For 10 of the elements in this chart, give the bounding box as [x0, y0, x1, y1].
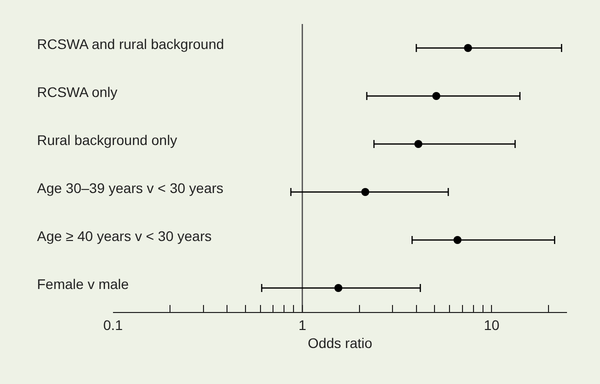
x-tick-label: 10: [484, 316, 500, 333]
y-tick-label: RCSWA only: [37, 84, 118, 100]
x-axis-title: Odds ratio: [308, 335, 373, 352]
y-tick-label: RCSWA and rural background: [37, 36, 224, 52]
y-tick-label: Age 30–39 years v < 30 years: [37, 180, 224, 196]
y-tick-label: Female v male: [37, 276, 130, 292]
x-tick-label: 1: [298, 316, 306, 333]
y-tick-label: Age ≥ 40 years v < 30 years: [37, 228, 212, 244]
y-tick-label: Rural background only: [37, 132, 178, 148]
x-tick-label: 0.1: [103, 316, 123, 333]
